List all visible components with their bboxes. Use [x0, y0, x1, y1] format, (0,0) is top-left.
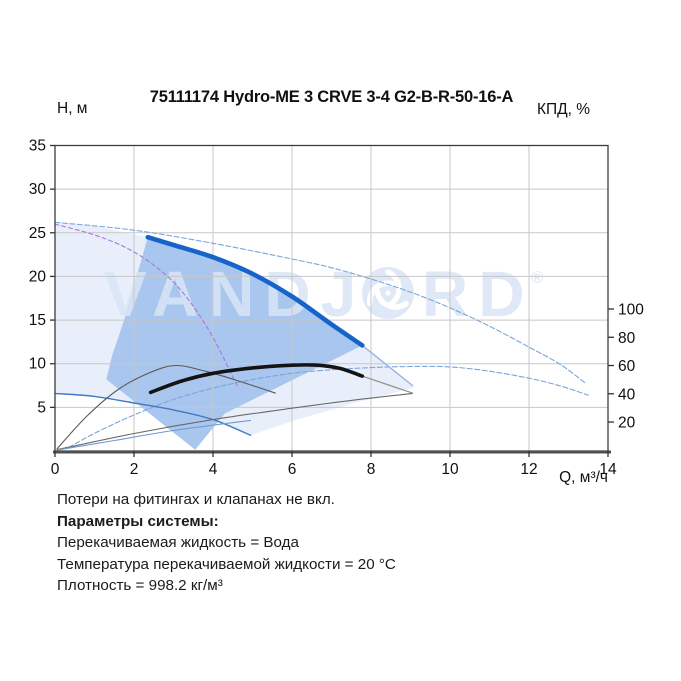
- bottom-tick-label: 4: [209, 461, 218, 478]
- duty-head-curve: [145, 234, 365, 348]
- tick-labels: 5 10 15 20 25 30 35 0 2 4 6 8 10 12 14 20 40 60 80 100: [29, 138, 644, 479]
- bottom-tick-label: 10: [441, 461, 459, 478]
- note-temperature: Температура перекачиваемой жидкости = 20…: [57, 555, 396, 573]
- duty-efficiency-curve: [148, 363, 365, 395]
- bottom-tick-label: 6: [288, 461, 297, 478]
- system-notes: Потери на фитингах и клапанах не вкл. Па…: [57, 489, 396, 597]
- bottom-tick-label: 2: [130, 461, 139, 478]
- left-tick-label: 20: [29, 268, 47, 285]
- left-tick-label: 25: [29, 225, 46, 242]
- left-tick-label: 35: [29, 138, 46, 155]
- min-speed-head-curve: [54, 392, 252, 436]
- left-axis-title: Н, м: [57, 100, 88, 117]
- watermark-text-left: VANDJ: [104, 258, 366, 330]
- watermark: VANDJ RD®: [104, 258, 544, 330]
- note-liquid: Перекачиваемая жидкость = Вода: [57, 534, 299, 552]
- bottom-tick-label: 14: [599, 461, 617, 478]
- right-tick-label: 40: [618, 386, 636, 403]
- max-speed-head-curve: [54, 221, 587, 385]
- chart-title: 75111174 Hydro-ME 3 CRVE 3-4 G2-B-R-50-1…: [149, 88, 514, 106]
- duty-region-area: [106, 237, 363, 450]
- right-tick-label: 60: [618, 358, 636, 375]
- note-system-params-heading: Параметры системы:: [57, 512, 219, 530]
- duty-efficiency-extension: [361, 375, 414, 394]
- registered-trademark-icon: ®: [531, 268, 544, 287]
- power-curve-lower: [56, 419, 252, 451]
- left-tick-label: 10: [29, 356, 47, 373]
- note-losses: Потери на фитингах и клапанах не вкл.: [57, 491, 335, 508]
- bottom-tick-label: 12: [520, 461, 537, 478]
- x-axis-title: Q, м³/ч: [559, 469, 608, 486]
- gridlines: [55, 145, 608, 451]
- left-tick-label: 5: [37, 399, 46, 416]
- right-axis-title: КПД, %: [537, 101, 591, 118]
- bottom-tick-label: 0: [51, 461, 60, 478]
- max-speed-efficiency-curve: [68, 365, 589, 449]
- power-curve-upper: [56, 392, 414, 451]
- note-density: Плотность = 998.2 кг/м³: [57, 577, 223, 595]
- right-tick-label: 80: [618, 330, 636, 347]
- min-speed-efficiency-curve: [56, 364, 276, 450]
- watermark-text-right: RD: [422, 258, 534, 330]
- bottom-tick-label: 8: [367, 461, 376, 478]
- reference-dashed-curve: [54, 223, 239, 387]
- right-tick-label: 20: [618, 415, 636, 432]
- duty-head-extension: [361, 344, 414, 387]
- left-tick-label: 15: [29, 312, 46, 329]
- right-tick-label: 100: [618, 302, 644, 319]
- left-tick-label: 30: [29, 181, 47, 198]
- impeller-swirl-icon: [362, 267, 414, 319]
